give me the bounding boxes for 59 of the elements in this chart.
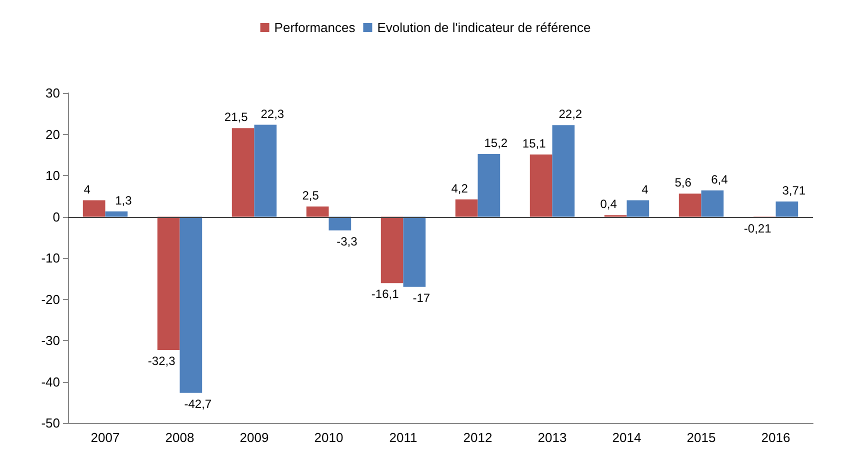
bar — [678, 194, 702, 217]
bar — [254, 124, 277, 217]
data-label: -0,21 — [744, 222, 772, 236]
bar — [306, 206, 329, 217]
y-tick-label: -10 — [41, 250, 60, 266]
x-tick-label: 2014 — [612, 430, 642, 445]
data-label: 4,2 — [451, 181, 468, 196]
bar — [232, 128, 254, 217]
y-tick-label: 30 — [46, 86, 60, 100]
data-label: 3,71 — [782, 183, 806, 198]
bar — [626, 200, 650, 217]
data-label: 22,3 — [260, 106, 284, 121]
data-label: 6,4 — [711, 172, 728, 186]
y-tick-label: 0 — [52, 209, 60, 224]
x-tick-label: 2010 — [314, 430, 344, 445]
data-label: 21,5 — [224, 110, 248, 124]
data-label: 5,6 — [674, 176, 692, 190]
y-tick-label: -50 — [41, 416, 60, 430]
data-label: -42,7 — [184, 396, 212, 411]
bar — [701, 190, 724, 217]
bar — [82, 200, 106, 217]
x-tick-label: 2016 — [761, 430, 790, 445]
data-label: -32,3 — [148, 354, 176, 368]
bar — [328, 216, 352, 230]
data-label: 15,1 — [522, 136, 546, 150]
x-tick-label: 2011 — [389, 430, 418, 445]
bar — [180, 216, 202, 393]
data-label: -3,3 — [336, 234, 358, 248]
y-tick-label: -40 — [41, 374, 60, 390]
y-tick-label: 20 — [46, 126, 60, 142]
bar — [552, 125, 575, 217]
data-label: -17 — [412, 290, 430, 305]
data-label: 22,2 — [558, 107, 582, 122]
y-tick-label: -20 — [41, 292, 60, 307]
bar — [530, 154, 552, 217]
legend-label: Performances — [274, 20, 356, 35]
y-tick-label: 10 — [46, 168, 60, 183]
data-label: 1,3 — [115, 193, 132, 208]
bar — [776, 201, 798, 217]
x-tick-label: 2008 — [165, 430, 194, 445]
x-tick-label: 2009 — [240, 430, 269, 445]
data-label: 4 — [642, 182, 649, 196]
y-tick-label: -30 — [41, 333, 60, 348]
x-tick-label: 2007 — [90, 430, 120, 445]
data-label: 0,4 — [600, 197, 618, 212]
data-label: 2,5 — [302, 188, 320, 202]
data-label: 15,2 — [484, 136, 508, 150]
data-label: -16,1 — [371, 287, 400, 302]
bar — [403, 216, 426, 287]
bar — [105, 211, 128, 217]
x-tick-label: 2012 — [463, 430, 492, 445]
bar — [455, 199, 478, 217]
bar — [478, 154, 500, 217]
bar — [380, 216, 404, 284]
data-label: 4 — [84, 182, 91, 196]
x-tick-label: 2013 — [538, 430, 567, 445]
legend-label: Evolution de l'indicateur de référence — [377, 20, 591, 35]
bar — [157, 216, 180, 350]
x-tick-label: 2015 — [686, 430, 716, 445]
